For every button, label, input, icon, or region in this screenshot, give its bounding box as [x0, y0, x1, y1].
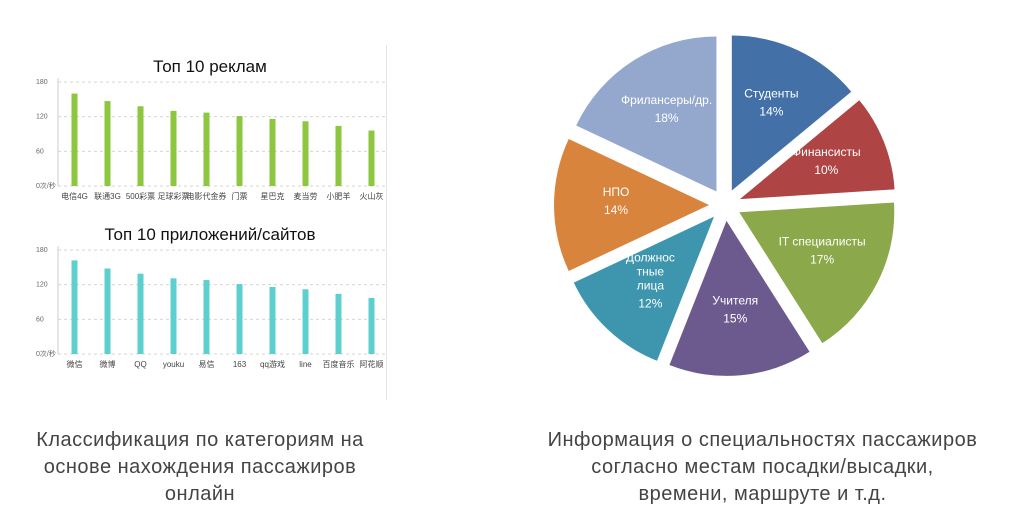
pie-slice-percent: 17% [810, 252, 834, 266]
ads-category-label: 足球彩票 [158, 191, 190, 201]
pie-slice-percent: 12% [638, 296, 662, 310]
apps-y-tick: 120 [36, 282, 48, 289]
pie-slice-label: Должнос [626, 250, 675, 264]
caption-right-line-3: времени, маршруте и т.д. [638, 483, 887, 505]
ads-bar [236, 116, 243, 186]
pie-slice-percent: 14% [604, 203, 628, 217]
pie-slice [669, 220, 810, 376]
caption-right-line-1: Информация о специальностях пассажиров [547, 429, 978, 451]
ads-bar [203, 112, 210, 186]
caption-left-line-2: основе нахождения пассажиров [43, 456, 357, 478]
apps-category-label: 易信 [199, 359, 215, 369]
pie-slice-label: Финансисты [792, 145, 861, 159]
apps-y-tick: 180 [36, 247, 48, 254]
pie-slice-label: Учителя [712, 294, 758, 308]
pie-slice [739, 100, 895, 200]
apps-category-label: 163 [233, 360, 247, 369]
caption-right-line-2: согласно местам посадки/высадки, [591, 456, 934, 478]
apps-bar [368, 297, 375, 354]
ads-category-label: 麦当劳 [294, 191, 318, 201]
apps-y-tick: 60 [36, 316, 44, 323]
apps-y-tick: 0次/秒 [36, 349, 56, 358]
apps-category-label: 百度音乐 [323, 359, 355, 369]
pie-slice-label: IT специалисты [779, 234, 866, 248]
ads-bar [302, 121, 309, 186]
ads-bar [368, 130, 375, 186]
ads-bar [170, 110, 177, 186]
apps-category-label: 微博 [100, 359, 116, 369]
apps-category-label: 阿花顺 [360, 359, 384, 369]
apps-bar [302, 289, 309, 354]
ads-bar [104, 101, 111, 186]
caption-left: Классификация по категориям на основе на… [0, 427, 400, 508]
ads-y-tick: 60 [36, 148, 44, 155]
pie-slice [576, 36, 717, 192]
apps-bar [71, 260, 78, 354]
ads-category-label: 电信4G [61, 191, 88, 201]
pie-slice-label: Студенты [744, 86, 798, 100]
ads-y-tick: 180 [36, 79, 48, 86]
ads-y-tick: 120 [36, 114, 48, 121]
pie-slice-label: лица [637, 278, 665, 292]
ads-category-label: 门票 [232, 191, 248, 201]
pie-slice-percent: 15% [723, 312, 747, 326]
ads-category-label: 星巴克 [261, 192, 285, 201]
ads-title: Топ 10 реклам [153, 57, 267, 76]
pie-chart-passenger-professions: Студенты 14% Финансисты 10% IT специалисты 17… [554, 35, 895, 376]
ads-bar [269, 118, 276, 186]
apps-bar [269, 286, 276, 354]
ads-bar [71, 93, 78, 186]
caption-left-line-1: Классификация по категориям на [36, 429, 364, 451]
ads-bar [335, 125, 342, 186]
pie-slice-label: Фрилансеры/др. [621, 93, 712, 107]
apps-bar [170, 278, 177, 354]
ads-category-label: 火山灰 [360, 191, 384, 201]
pie-slice-percent: 14% [759, 104, 783, 118]
ads-category-label: 联通3G [94, 191, 121, 201]
pie-slice [573, 216, 715, 361]
ads-category-label: 500彩票 [126, 191, 155, 201]
pie-slice-percent: 18% [655, 111, 679, 125]
caption-left-line-3: онлайн [164, 483, 236, 505]
apps-category-label: line [299, 360, 312, 369]
apps-bar [104, 268, 111, 354]
pie-slice [739, 202, 895, 344]
divider [386, 45, 387, 400]
ads-category-label: 小肥羊 [327, 191, 351, 201]
apps-category-label: QQ [134, 360, 146, 369]
pie-slice-percent: 10% [814, 163, 838, 177]
apps-bar [203, 280, 210, 354]
ads-bar [137, 106, 144, 186]
apps-category-label: 微信 [67, 359, 83, 369]
apps-category-label: youku [163, 360, 184, 369]
apps-bar [137, 273, 144, 354]
apps-title: Топ 10 приложений/сайтов [104, 225, 315, 244]
pie-slice [554, 139, 709, 271]
pie-slice-label: тные [637, 264, 665, 278]
ads-category-label: 电影代金券 [187, 191, 227, 201]
caption-right: Информация о специальностях пассажиров с… [510, 427, 1015, 508]
bar-chart-top-apps: Топ 10 приложений/сайтов 180 120 60 0次/秒微信 微博… [36, 225, 388, 369]
apps-bar [236, 284, 243, 354]
pie-slice [731, 35, 852, 191]
apps-bar [335, 293, 342, 354]
ads-y-tick: 0次/秒 [36, 181, 56, 190]
apps-category-label: qq游戏 [260, 359, 285, 369]
pie-slice-label: НПО [603, 185, 630, 199]
